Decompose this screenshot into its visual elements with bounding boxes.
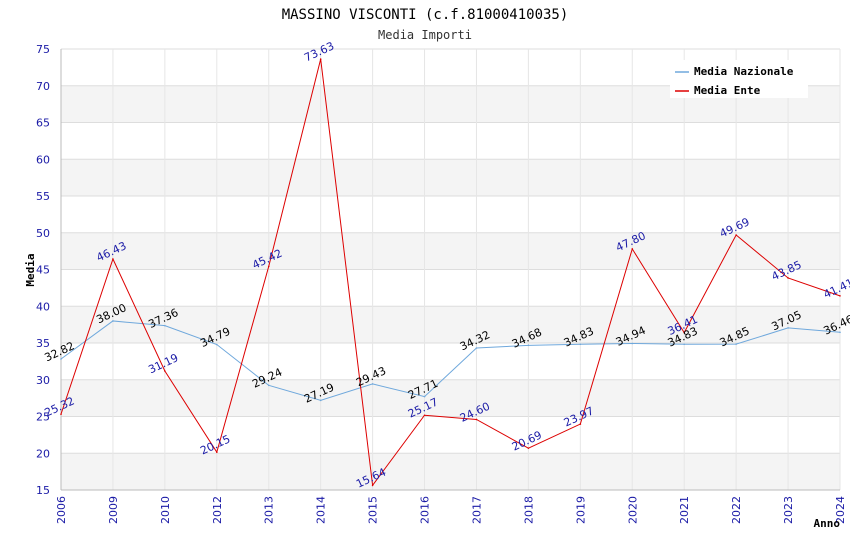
- x-tick-label: 2019: [574, 496, 587, 524]
- x-tick-label: 2022: [730, 496, 743, 524]
- axes: [60, 49, 840, 491]
- plot-band: [61, 232, 840, 270]
- data-point-media-nazionale: [112, 320, 114, 322]
- data-point-media-nazionale: [527, 344, 530, 347]
- x-tick-labels: 2006 2009 2010 2012 2013 2014 2015 2016 2017 2018…: [55, 496, 847, 524]
- y-tick-label: 30: [36, 374, 50, 387]
- data-point-media-ente: [475, 418, 478, 421]
- data-point-media-ente: [839, 295, 841, 297]
- data-point-media-ente: [216, 451, 218, 453]
- data-point-media-ente: [112, 258, 114, 260]
- data-point-media-nazionale: [216, 343, 218, 346]
- legend-label-media-nazionale: Media Nazionale: [694, 65, 794, 78]
- x-tick-label: 2013: [263, 496, 276, 524]
- y-tick-label: 25: [36, 411, 50, 424]
- y-tick-label: 75: [36, 43, 50, 56]
- data-point-media-nazionale: [164, 324, 166, 327]
- data-point-media-nazionale: [267, 384, 270, 387]
- data-point-media-ente: [423, 414, 426, 417]
- data-point-media-nazionale: [319, 399, 322, 402]
- data-point-media-nazionale: [683, 343, 685, 346]
- data-point-media-ente: [631, 248, 634, 250]
- data-point-media-ente: [319, 58, 322, 60]
- data-point-media-ente: [579, 423, 582, 425]
- data-point-media-ente: [527, 447, 530, 449]
- x-tick-label: 2016: [419, 496, 432, 524]
- y-tick-label: 70: [36, 80, 50, 93]
- data-point-media-nazionale: [631, 342, 634, 345]
- x-tick-label: 2018: [522, 496, 535, 524]
- y-tick-label: 15: [36, 484, 50, 497]
- data-point-media-ente: [371, 484, 374, 487]
- x-tick-label: 2021: [678, 496, 691, 524]
- data-point-media-ente: [735, 234, 737, 236]
- data-point-media-nazionale: [579, 343, 582, 346]
- plot-bands: [61, 49, 840, 490]
- plot-band: [61, 269, 840, 307]
- y-tick-label: 45: [36, 264, 50, 277]
- data-point-media-nazionale: [423, 395, 426, 398]
- plot-band: [61, 379, 840, 417]
- data-point-media-ente: [267, 265, 270, 268]
- y-tick-label: 65: [36, 117, 50, 130]
- y-tick-label: 60: [36, 153, 50, 166]
- data-point-media-ente: [164, 370, 166, 372]
- series-line-media-nazionale: [60, 320, 841, 401]
- data-point-media-ente: [60, 413, 62, 415]
- x-tick-label: 2006: [55, 496, 68, 524]
- y-axis-title: Media: [24, 253, 37, 286]
- data-point-media-nazionale: [839, 331, 841, 334]
- gridlines: [60, 48, 841, 491]
- data-point-media-nazionale: [371, 383, 374, 385]
- data-point-media-nazionale: [60, 358, 62, 360]
- x-tick-label: 2009: [107, 496, 120, 524]
- plot-band: [61, 343, 840, 380]
- plot-band: [61, 306, 840, 343]
- series-lines: [60, 58, 841, 487]
- x-tick-label: 2012: [211, 496, 224, 524]
- data-point-media-ente: [787, 277, 789, 279]
- y-tick-label: 20: [36, 447, 50, 460]
- y-tick-labels: 15 20 25 30 35 40 45 50 55 60 65 70 75: [36, 43, 50, 497]
- x-tick-label: 2017: [470, 496, 483, 524]
- chart-title: MASSINO VISCONTI (c.f.81000410035): [282, 7, 569, 23]
- x-axis-title: Anno: [814, 517, 841, 530]
- y-tick-label: 35: [36, 337, 50, 350]
- x-tick-label: 2015: [367, 496, 380, 524]
- plot-band: [61, 159, 840, 196]
- legend-label-media-ente: Media Ente: [694, 84, 761, 97]
- x-tick-label: 2020: [626, 496, 639, 524]
- legend-box: [670, 60, 808, 98]
- plot-band: [61, 416, 840, 454]
- data-point-media-nazionale: [475, 347, 478, 349]
- chart-subtitle: Media Importi: [378, 28, 472, 42]
- x-tick-label: 2024: [834, 496, 847, 524]
- plot-band: [61, 122, 840, 160]
- data-point-media-nazionale: [787, 327, 789, 329]
- x-tick-label: 2023: [782, 496, 795, 524]
- y-tick-label: 55: [36, 190, 50, 203]
- data-point-media-nazionale: [735, 343, 737, 345]
- plot-band: [61, 196, 840, 233]
- x-tick-label: 2010: [159, 496, 172, 524]
- x-tick-label: 2014: [315, 496, 328, 524]
- series-line-media-ente: [60, 58, 841, 487]
- legend: Media Nazionale Media Ente: [670, 60, 808, 98]
- y-tick-label: 40: [36, 300, 50, 313]
- data-point-media-ente: [683, 331, 685, 334]
- plot-band: [61, 453, 840, 490]
- y-tick-label: 50: [36, 227, 50, 240]
